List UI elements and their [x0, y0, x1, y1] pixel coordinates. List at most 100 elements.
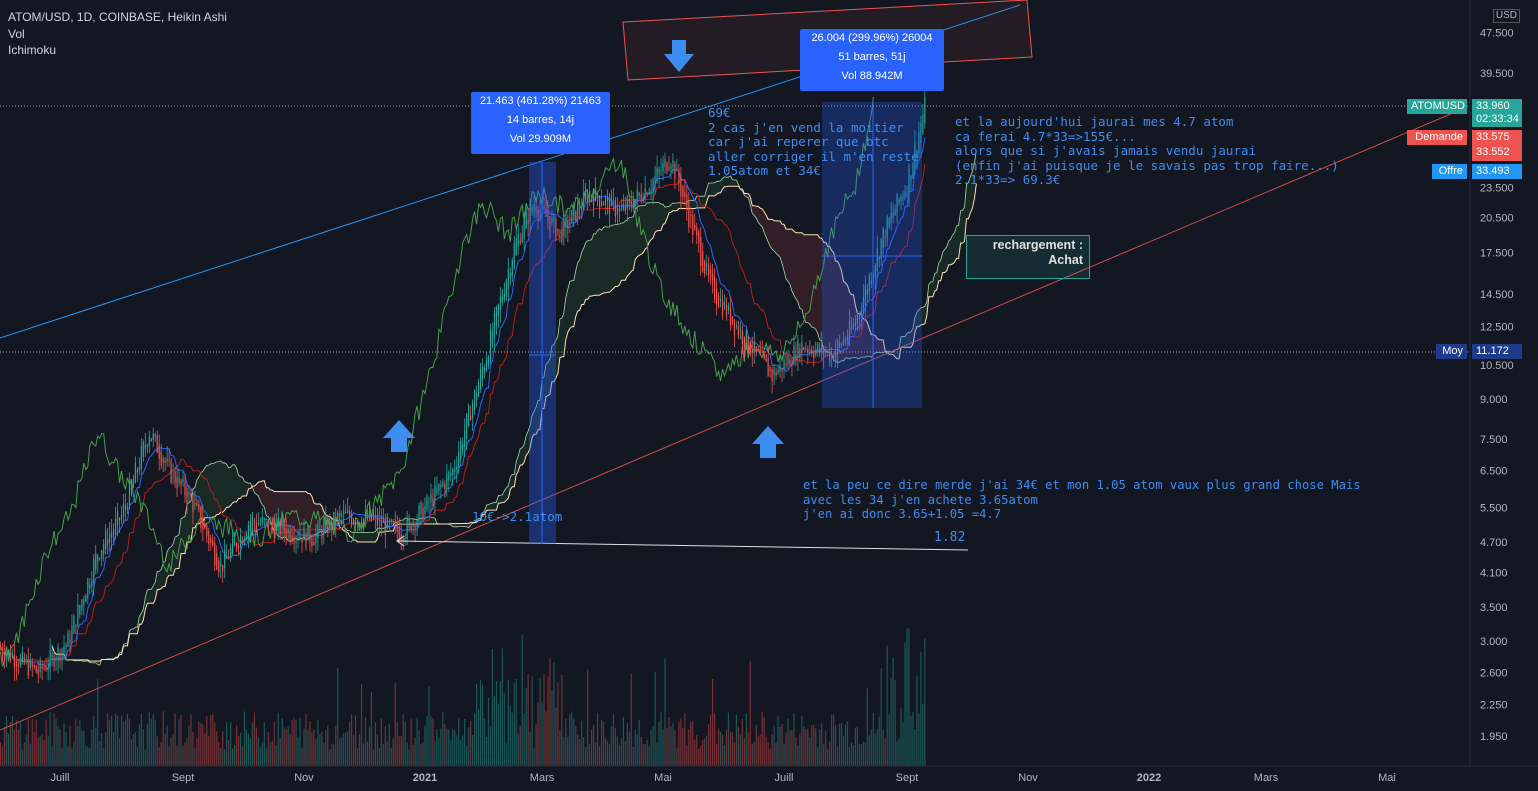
- volume-bar: [904, 642, 906, 766]
- candle-body: [922, 114, 924, 133]
- candle-body: [49, 649, 51, 669]
- candle-body: [105, 530, 107, 550]
- vol-indicator-label[interactable]: Vol: [8, 27, 25, 41]
- volume-bar: [608, 744, 611, 766]
- candle-body: [450, 473, 452, 477]
- volume-bar: [525, 688, 527, 766]
- cloud-segment: [966, 182, 969, 219]
- volume-bar: [753, 742, 755, 766]
- candle-body: [886, 216, 888, 239]
- candle-body: [884, 237, 886, 239]
- volume-bar: [297, 737, 299, 766]
- cloud-segment: [506, 486, 509, 501]
- currency-label[interactable]: USD: [1492, 9, 1520, 23]
- cloud-segment: [268, 487, 271, 521]
- candle-body: [737, 326, 739, 336]
- cloud-segment: [204, 465, 207, 518]
- candle-body: [85, 595, 87, 603]
- cloud-segment: [968, 176, 971, 219]
- volume-bar: [581, 720, 583, 766]
- candle-body: [354, 521, 357, 526]
- cloud-segment: [782, 224, 785, 271]
- volume-bar: [160, 741, 162, 766]
- volume-bar: [674, 730, 676, 766]
- candle-body: [777, 369, 779, 375]
- candle-body: [660, 170, 662, 172]
- cloud-segment: [119, 652, 122, 655]
- volume-bar: [293, 717, 295, 766]
- candle-body: [323, 523, 325, 534]
- volume-bar: [200, 723, 202, 766]
- cloud-segment: [807, 234, 810, 325]
- volume-bar: [386, 741, 388, 766]
- cloud-segment: [486, 504, 489, 511]
- volume-bar: [781, 723, 783, 766]
- volume-bar: [99, 741, 101, 766]
- candle-body: [836, 340, 839, 355]
- cloud-segment: [601, 227, 604, 295]
- candle-body: [305, 533, 307, 547]
- cloud-segment: [760, 208, 763, 227]
- candle-body: [473, 390, 476, 411]
- volume-bar: [644, 744, 646, 766]
- candle-body: [775, 372, 777, 376]
- volume-bar: [305, 714, 307, 766]
- candle-body: [517, 234, 519, 247]
- candle-body: [499, 296, 501, 311]
- volume-bar: [731, 732, 734, 766]
- candle-body: [602, 203, 605, 206]
- candle-body: [273, 524, 275, 538]
- cloud-segment: [129, 629, 132, 634]
- volume-bar: [472, 734, 474, 766]
- cloud-segment: [369, 532, 372, 542]
- volume-bar: [630, 673, 632, 766]
- candle-body: [515, 238, 517, 255]
- ichimoku-indicator-label[interactable]: Ichimoku: [8, 43, 57, 57]
- candle-body: [906, 193, 908, 195]
- volume-bar: [341, 737, 343, 766]
- candle-body: [487, 357, 490, 366]
- volume-bar: [908, 628, 910, 766]
- candle-body: [759, 349, 761, 354]
- volume-bar: [714, 712, 716, 766]
- candle-body: [497, 304, 499, 317]
- cloud-segment: [839, 265, 842, 363]
- x-tick-label: Juill: [775, 772, 794, 784]
- cloud-segment: [934, 272, 937, 292]
- volume-bar: [202, 724, 204, 766]
- volume-bar: [886, 645, 888, 766]
- cloud-segment: [228, 467, 231, 508]
- candle-body: [91, 580, 93, 587]
- volume-bar: [747, 732, 749, 766]
- volume-bar: [676, 748, 678, 766]
- cloud-segment: [244, 481, 247, 497]
- candle-body: [785, 364, 787, 366]
- volume-bar: [850, 742, 853, 766]
- candle-body: [692, 215, 694, 235]
- candle-body: [299, 536, 301, 540]
- volume-bar: [501, 648, 503, 766]
- volume-bar: [140, 713, 142, 766]
- volume-bar: [686, 745, 688, 766]
- candle-body: [293, 538, 295, 544]
- volume-bar: [301, 748, 303, 766]
- cloud-segment: [508, 477, 511, 499]
- volume-bar: [745, 713, 747, 766]
- cloud-segment: [605, 226, 608, 293]
- volume-bar: [410, 719, 412, 766]
- volume-bar: [51, 746, 53, 766]
- volume-bar: [186, 738, 188, 766]
- volume-bar: [380, 718, 382, 766]
- cloud-segment: [920, 307, 923, 325]
- candle-body: [192, 495, 194, 513]
- candle-body: [291, 535, 293, 542]
- x-tick-label: Mai: [1378, 772, 1396, 784]
- cloud-segment: [135, 627, 138, 634]
- candle-body: [787, 355, 789, 365]
- candle-body: [176, 477, 178, 489]
- volume-bar: [666, 728, 668, 766]
- volume-bar: [53, 713, 55, 766]
- volume-bar: [208, 736, 210, 766]
- candle-body: [424, 505, 426, 514]
- cloud-segment: [585, 240, 588, 300]
